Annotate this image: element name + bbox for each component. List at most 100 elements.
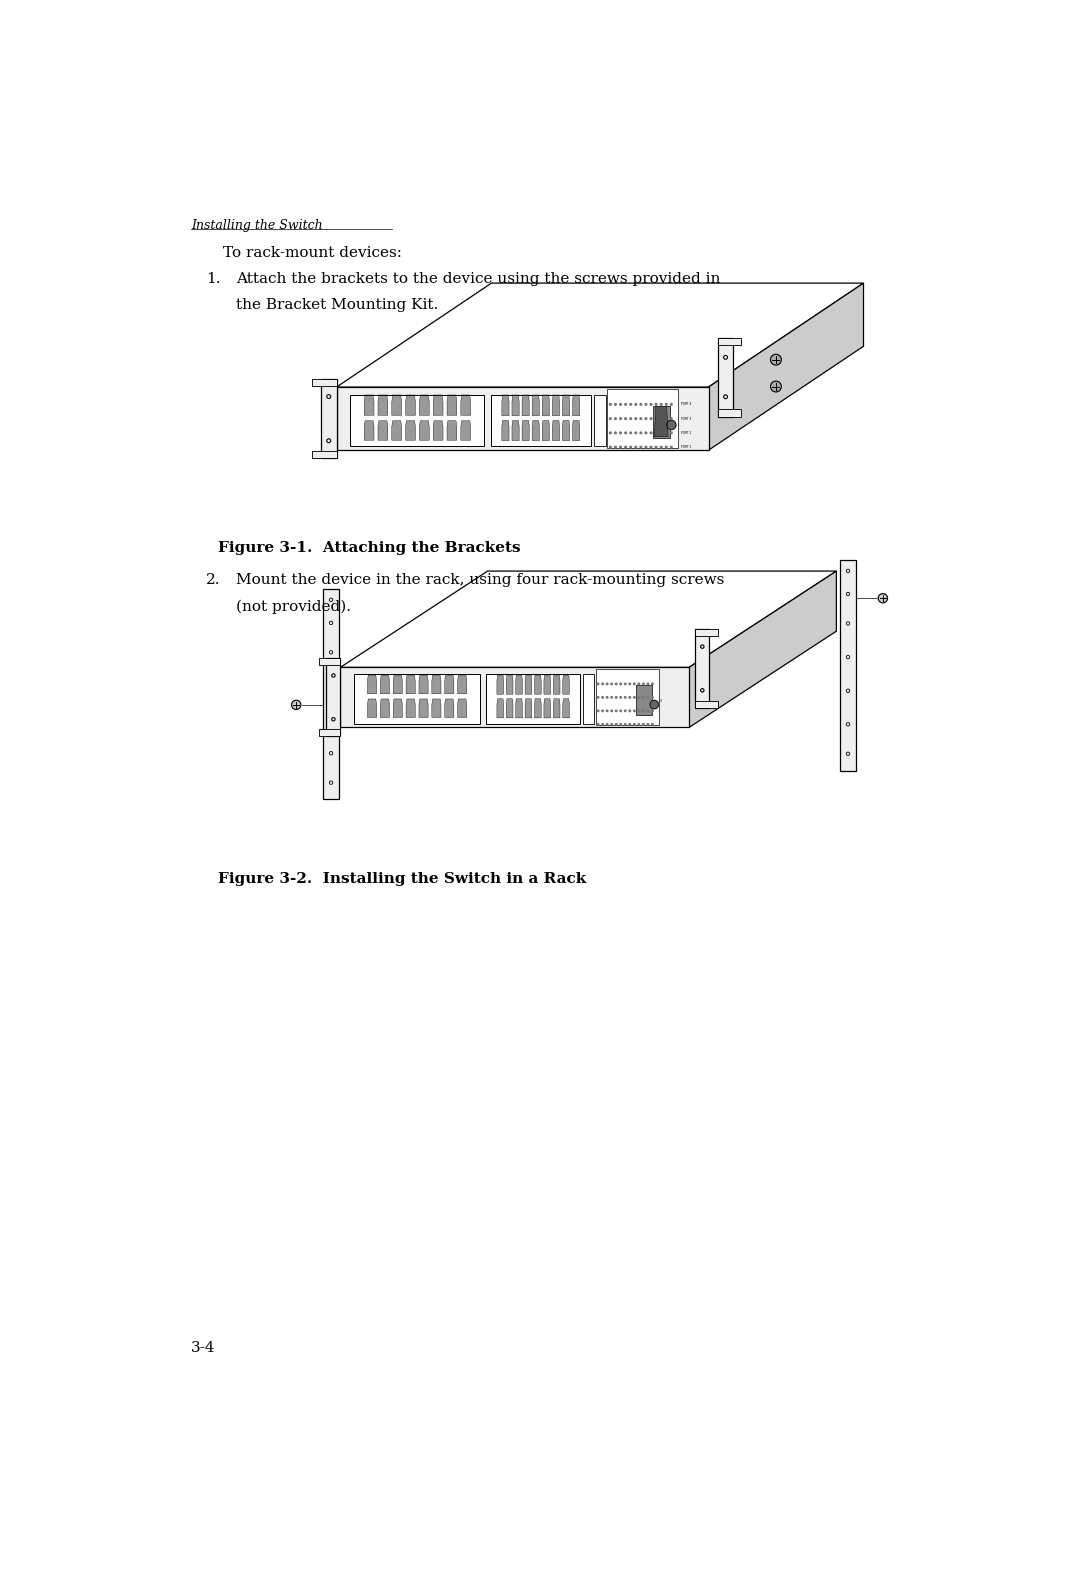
Polygon shape [419, 396, 429, 416]
Text: 1.: 1. [206, 272, 220, 286]
Circle shape [630, 418, 632, 419]
Polygon shape [522, 396, 529, 416]
Circle shape [640, 446, 642, 447]
Polygon shape [354, 674, 480, 724]
Polygon shape [542, 396, 550, 416]
Circle shape [671, 446, 672, 447]
Polygon shape [406, 675, 415, 694]
Polygon shape [404, 421, 417, 441]
Polygon shape [497, 675, 503, 694]
Polygon shape [535, 675, 541, 694]
Polygon shape [456, 675, 469, 696]
Text: PORT 3: PORT 3 [681, 416, 691, 421]
Polygon shape [393, 699, 403, 717]
Circle shape [660, 403, 662, 405]
Circle shape [650, 418, 652, 419]
Polygon shape [562, 396, 570, 416]
Polygon shape [535, 699, 541, 717]
Polygon shape [419, 699, 428, 717]
Polygon shape [418, 421, 431, 441]
Circle shape [635, 418, 636, 419]
Polygon shape [366, 675, 378, 696]
Circle shape [635, 432, 636, 433]
Polygon shape [541, 421, 551, 441]
Circle shape [650, 403, 652, 405]
Polygon shape [544, 675, 551, 694]
Polygon shape [445, 396, 458, 416]
Polygon shape [392, 675, 404, 696]
Polygon shape [543, 699, 552, 719]
Polygon shape [418, 699, 430, 719]
Polygon shape [378, 396, 388, 416]
Circle shape [671, 418, 672, 419]
Polygon shape [525, 675, 531, 694]
Polygon shape [532, 396, 539, 416]
Circle shape [615, 432, 617, 433]
Circle shape [650, 700, 659, 708]
Polygon shape [696, 630, 717, 636]
Polygon shape [418, 675, 430, 696]
Polygon shape [515, 699, 524, 719]
Polygon shape [445, 421, 458, 441]
Polygon shape [563, 421, 569, 441]
Polygon shape [390, 396, 403, 416]
Polygon shape [512, 396, 519, 416]
Circle shape [671, 432, 672, 433]
Circle shape [665, 403, 667, 405]
Circle shape [615, 418, 617, 419]
Circle shape [620, 403, 621, 405]
Text: (not provided).: (not provided). [235, 600, 351, 614]
Polygon shape [521, 421, 530, 441]
Polygon shape [571, 396, 581, 416]
Polygon shape [323, 589, 339, 799]
Polygon shape [572, 396, 580, 416]
Text: PORT 2: PORT 2 [681, 430, 691, 435]
Polygon shape [572, 421, 580, 441]
Circle shape [640, 403, 642, 405]
Polygon shape [433, 421, 443, 440]
Circle shape [656, 418, 657, 419]
Text: PORT 4: PORT 4 [681, 402, 691, 407]
Text: the Bracket Mounting Kit.: the Bracket Mounting Kit. [235, 298, 438, 312]
Polygon shape [522, 421, 529, 441]
Polygon shape [512, 421, 519, 441]
Polygon shape [461, 421, 471, 440]
Polygon shape [652, 407, 670, 438]
Circle shape [640, 432, 642, 433]
Polygon shape [515, 675, 524, 696]
Circle shape [645, 432, 647, 433]
Polygon shape [696, 630, 710, 708]
Polygon shape [340, 571, 836, 667]
Circle shape [660, 418, 662, 419]
Polygon shape [718, 338, 741, 345]
Polygon shape [562, 675, 570, 696]
Polygon shape [378, 421, 388, 440]
Circle shape [650, 432, 652, 433]
Polygon shape [406, 396, 416, 416]
Circle shape [609, 446, 611, 447]
Polygon shape [379, 699, 391, 719]
Polygon shape [718, 410, 741, 416]
Circle shape [630, 432, 632, 433]
Polygon shape [312, 380, 337, 386]
Text: Figure 3-2.  Installing the Switch in a Rack: Figure 3-2. Installing the Switch in a R… [218, 873, 586, 885]
Polygon shape [433, 396, 443, 416]
Polygon shape [562, 421, 570, 441]
Polygon shape [461, 396, 471, 416]
Polygon shape [562, 699, 570, 719]
Circle shape [665, 418, 667, 419]
Polygon shape [418, 396, 431, 416]
Polygon shape [326, 658, 340, 736]
Circle shape [609, 403, 611, 405]
Polygon shape [337, 388, 708, 451]
Polygon shape [552, 421, 559, 441]
Polygon shape [364, 421, 374, 440]
Circle shape [645, 403, 647, 405]
Polygon shape [496, 699, 504, 719]
Circle shape [609, 418, 611, 419]
Polygon shape [459, 396, 472, 416]
Circle shape [656, 446, 657, 447]
Polygon shape [507, 675, 513, 694]
Text: 3-4: 3-4 [191, 1341, 215, 1355]
Polygon shape [531, 421, 540, 441]
